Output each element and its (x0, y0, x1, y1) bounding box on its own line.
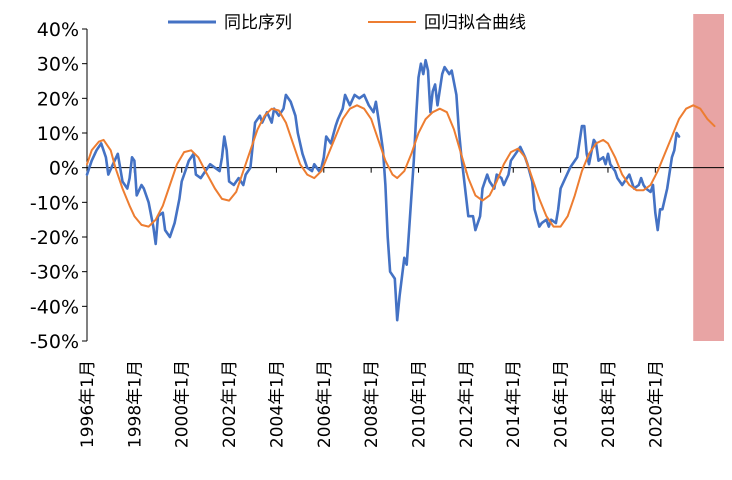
legend-label-yoy: 同比序列 (224, 13, 292, 33)
y-tick-label: -40% (30, 296, 79, 318)
x-tick-label: 2002年1月 (220, 360, 240, 448)
x-tick-label: 2018年1月 (599, 360, 619, 448)
series-line-fit (86, 104, 716, 228)
x-tick-label: 2014年1月 (504, 360, 524, 448)
x-axis: 1996年1月 1998年1月 2000年1月 2002年1月 2004年1月 2006年… (78, 167, 724, 448)
y-tick-label: 40% (37, 19, 79, 41)
y-tick-label: -50% (30, 331, 79, 353)
x-tick-label: 2010年1月 (410, 360, 430, 448)
y-tick-label: -10% (30, 192, 79, 214)
x-tick-label: 2006年1月 (315, 360, 335, 448)
legend: 同比序列 回归拟合曲线 (168, 13, 526, 33)
y-tick-label: 10% (37, 123, 79, 145)
y-tick-label: -30% (30, 262, 79, 284)
y-axis: 40% 30% 20% 10% 0% -10% -20% -30% -40% -50% (30, 19, 88, 353)
x-tick-label: 2012年1月 (457, 360, 477, 448)
y-tick-label: 20% (37, 88, 79, 110)
legend-label-fit: 回归拟合曲线 (424, 13, 526, 33)
series-layer (85, 58, 716, 322)
x-tick-label: 2004年1月 (267, 360, 287, 448)
x-tick-label: 2008年1月 (362, 360, 382, 448)
y-tick-label: 30% (37, 54, 79, 76)
x-tick-label: 2020年1月 (646, 360, 666, 448)
series-line-yoy (85, 58, 681, 322)
x-tick-label: 1998年1月 (125, 360, 145, 448)
y-tick-label: 0% (49, 158, 79, 180)
forecast-shaded-region (693, 14, 724, 341)
x-tick-label: 2000年1月 (173, 360, 193, 448)
y-tick-label: -20% (30, 227, 79, 249)
x-tick-label: 1996年1月 (78, 360, 98, 448)
x-tick-label: 2016年1月 (552, 360, 572, 448)
